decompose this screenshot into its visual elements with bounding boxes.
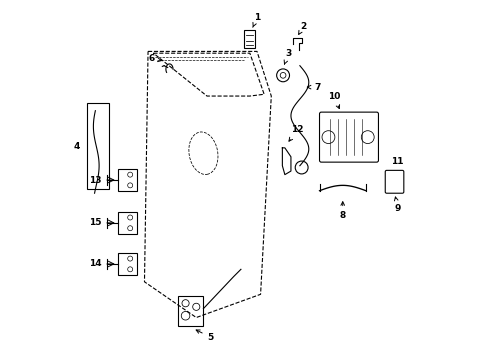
Bar: [87, 103, 108, 189]
Text: 11: 11: [390, 157, 403, 166]
Text: 6: 6: [148, 54, 161, 63]
Bar: [118, 212, 137, 234]
Text: 2: 2: [298, 22, 306, 35]
Text: 13: 13: [89, 176, 102, 185]
Bar: [118, 169, 137, 191]
Text: 4: 4: [73, 141, 80, 150]
Text: 12: 12: [288, 126, 303, 141]
Text: 7: 7: [306, 83, 320, 92]
Text: 8: 8: [339, 202, 345, 220]
Text: 1: 1: [252, 13, 260, 27]
Text: 14: 14: [89, 260, 102, 269]
Text: 3: 3: [284, 49, 291, 64]
Text: 5: 5: [196, 330, 213, 342]
Text: 15: 15: [89, 219, 102, 228]
Bar: [244, 30, 255, 48]
Text: 9: 9: [394, 197, 401, 213]
Bar: [178, 296, 203, 327]
Bar: [118, 253, 137, 275]
Text: 10: 10: [327, 91, 339, 109]
